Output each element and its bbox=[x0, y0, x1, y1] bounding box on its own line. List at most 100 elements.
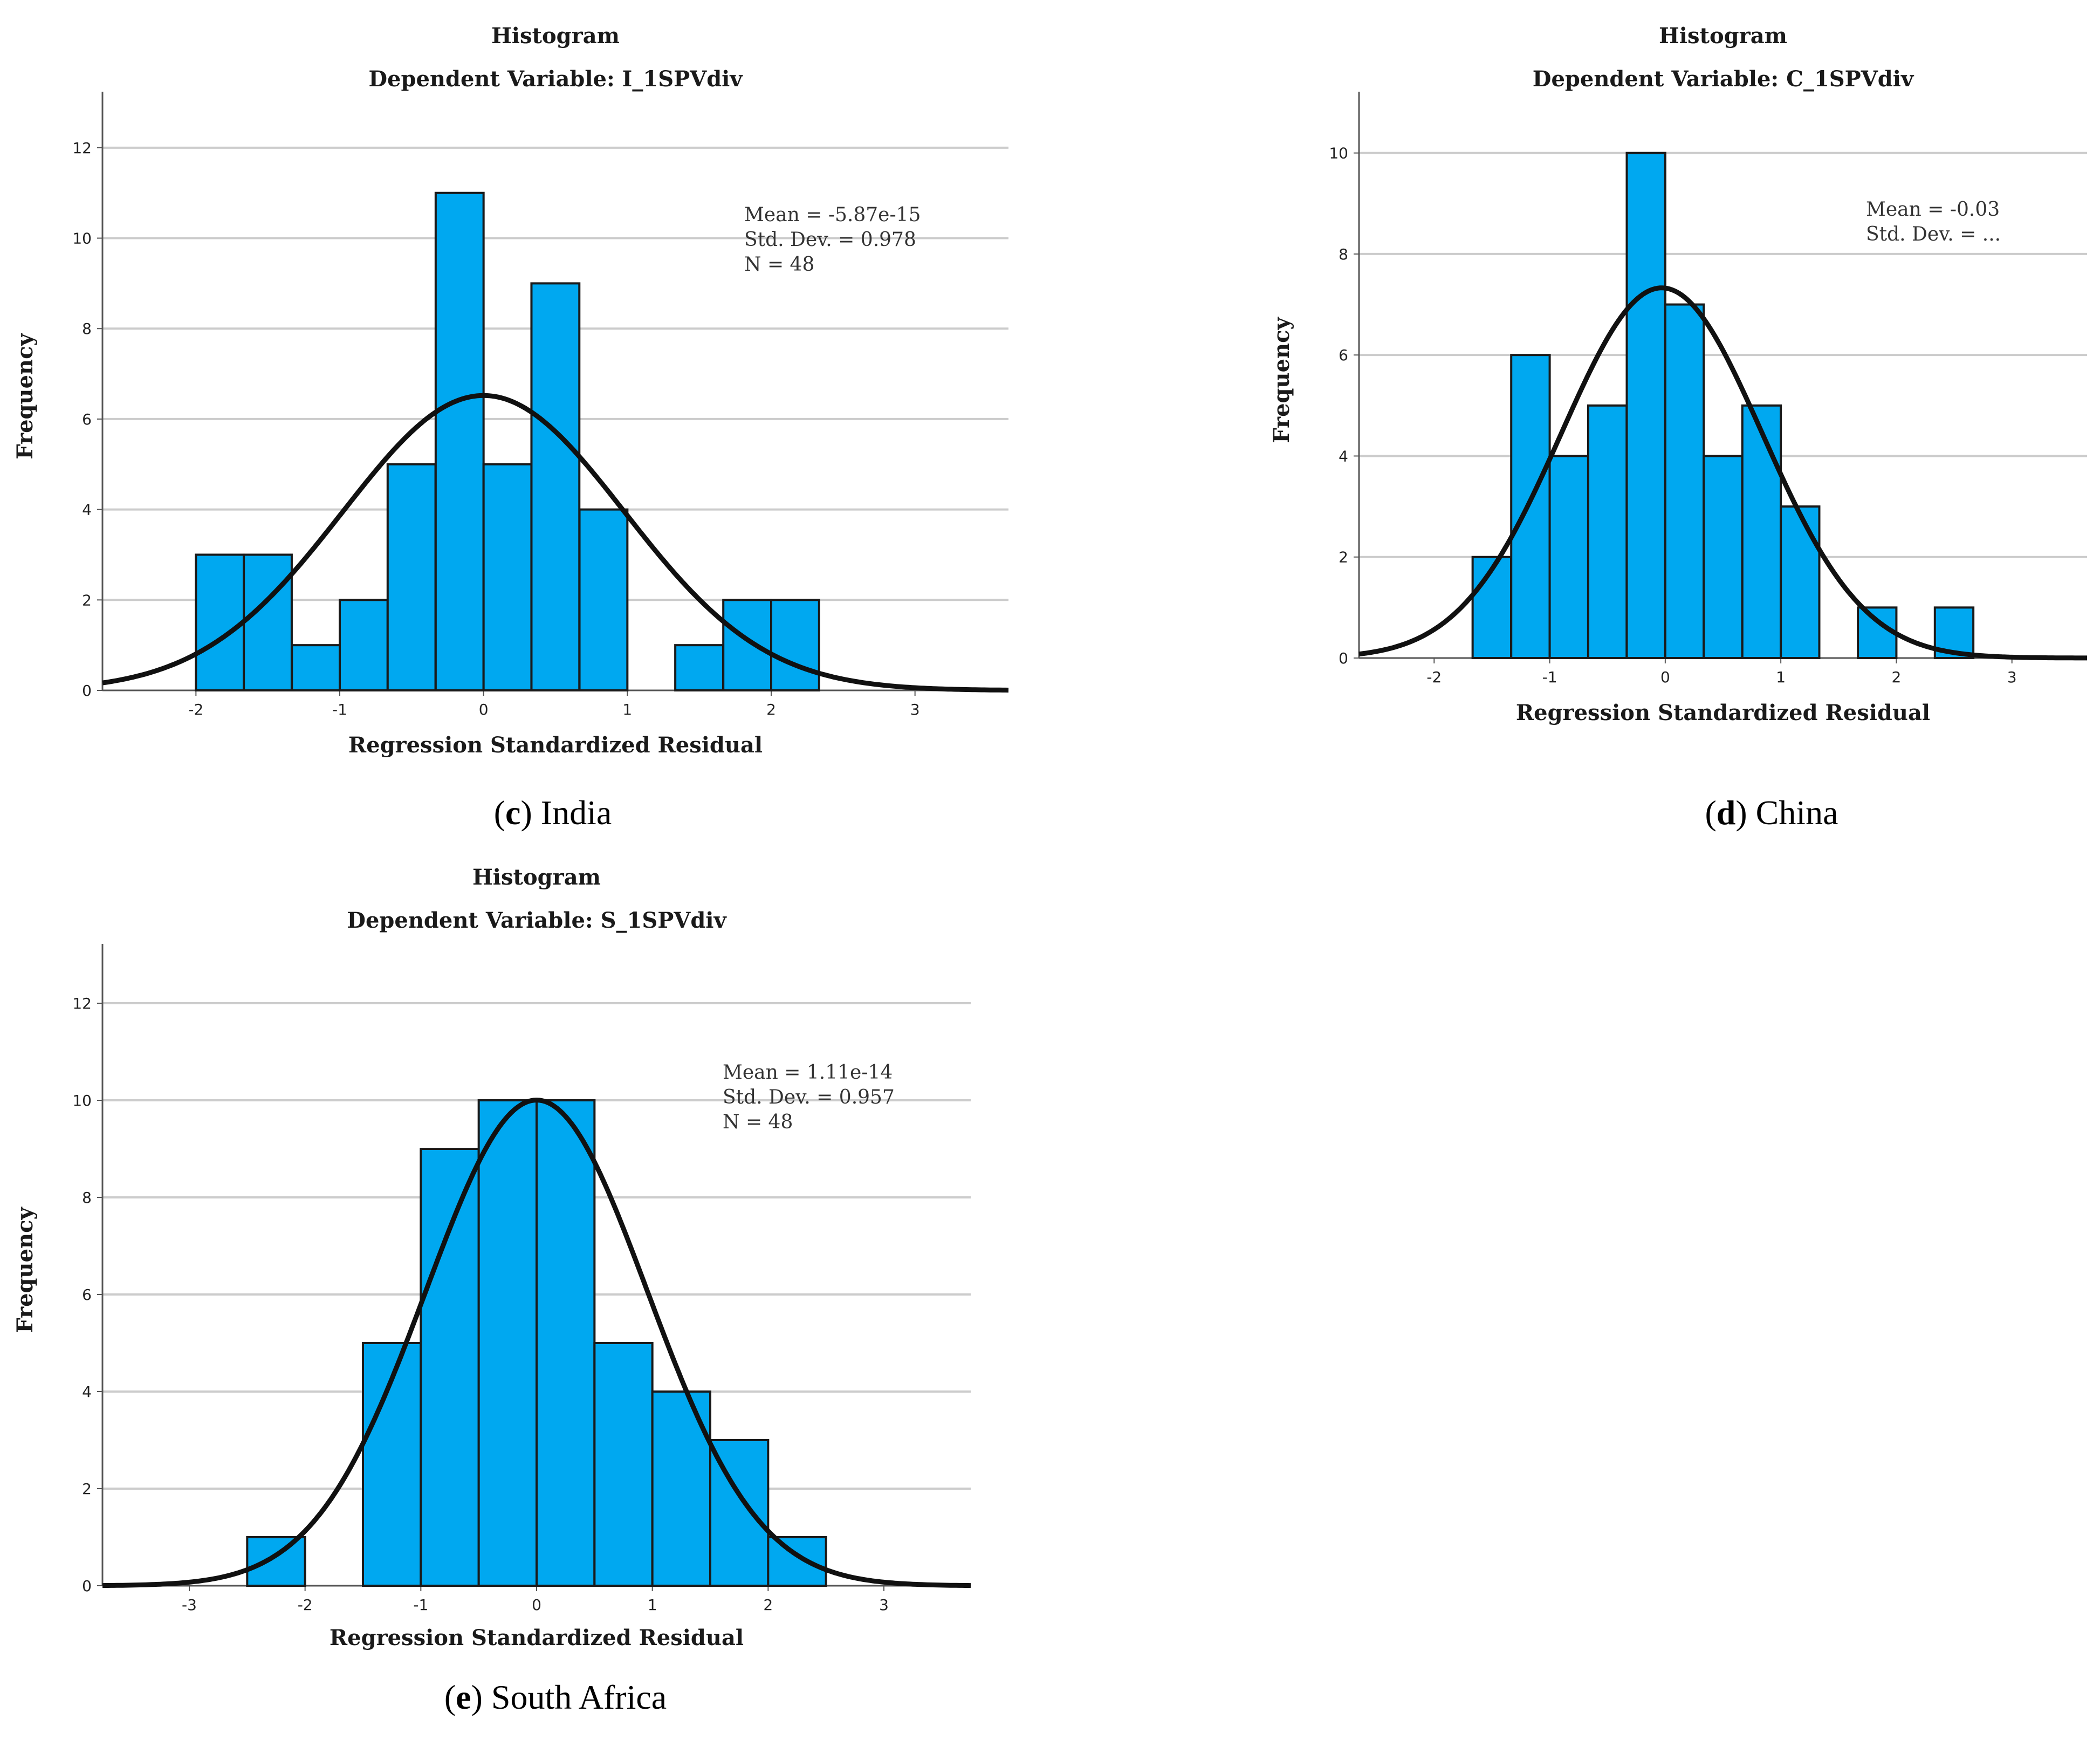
histogram-bar bbox=[1780, 505, 1821, 659]
y-axis-label: Frequency bbox=[12, 1207, 38, 1333]
x-tick-label: 2 bbox=[766, 701, 776, 718]
caption-letter: c bbox=[505, 793, 521, 832]
histogram-bar bbox=[1741, 404, 1782, 659]
normal-curve bbox=[1358, 285, 2087, 661]
y-tick-label: 2 bbox=[1339, 549, 1348, 566]
y-tick-label: 6 bbox=[1339, 346, 1348, 364]
histogram-bar bbox=[1664, 303, 1705, 659]
y-tick-label: 10 bbox=[1329, 145, 1348, 162]
x-tick-label: -2 bbox=[1426, 668, 1442, 686]
histogram-bar bbox=[477, 1099, 538, 1587]
caption-text: South Africa bbox=[482, 1678, 667, 1716]
caption-india: (c) India bbox=[493, 793, 612, 832]
x-tick-label: 0 bbox=[479, 701, 489, 718]
histogram-bar bbox=[593, 1342, 654, 1587]
caption-china: (d) China bbox=[1705, 793, 1838, 832]
stats-line: Std. Dev. = ... bbox=[1866, 223, 2001, 245]
y-tick-label: 8 bbox=[82, 320, 92, 338]
histogram-bar bbox=[767, 1536, 827, 1587]
y-tick-label: 12 bbox=[72, 139, 92, 157]
y-axis-label: Frequency bbox=[1269, 317, 1294, 443]
histogram-bar bbox=[770, 599, 820, 692]
histogram-bar bbox=[386, 463, 437, 691]
chart-title: Histogram bbox=[491, 23, 620, 49]
y-tick-label: 10 bbox=[72, 230, 92, 248]
stats-line: Mean = 1.11e-14 bbox=[723, 1061, 893, 1084]
histogram-bar bbox=[420, 1148, 480, 1587]
histogram-bar bbox=[246, 1536, 306, 1587]
histogram-china: Histogram Dependent Variable: C_1SPVdiv 0 2… bbox=[1269, 23, 2087, 725]
caption-text: China bbox=[1747, 793, 1838, 832]
x-tick-label: -3 bbox=[182, 1596, 197, 1614]
histogram-bar bbox=[1625, 152, 1666, 659]
x-tick-label: -1 bbox=[332, 701, 347, 718]
histogram-bar bbox=[722, 599, 772, 692]
x-tick-label: 2 bbox=[763, 1596, 773, 1614]
y-tick-label: 12 bbox=[72, 995, 92, 1012]
y-tick-label: 0 bbox=[82, 682, 92, 700]
x-tick-label: -1 bbox=[1542, 668, 1557, 686]
histogram-bar bbox=[530, 282, 581, 691]
histogram-bar bbox=[1471, 556, 1512, 660]
chart-subtitle: Dependent Variable: I_1SPVdiv bbox=[368, 66, 743, 92]
histogram-south-africa: Histogram Dependent Variable: S_1SPVdiv 0 2… bbox=[12, 865, 971, 1650]
histogram-bar bbox=[1703, 455, 1744, 659]
y-tick-label: 0 bbox=[82, 1577, 92, 1595]
chart-panel-south-africa: Histogram Dependent Variable: S_1SPVdiv 0 2… bbox=[0, 852, 1025, 1747]
normal-curve bbox=[102, 393, 1009, 693]
caption-text: India bbox=[532, 793, 612, 832]
histogram-bar bbox=[1510, 354, 1551, 659]
histogram-bar bbox=[482, 463, 533, 691]
y-tick-label: 8 bbox=[1339, 245, 1348, 263]
x-axis-label: Regression Standardized Residual bbox=[330, 1625, 744, 1650]
x-tick-label: -1 bbox=[413, 1596, 428, 1614]
caption-letter: d bbox=[1716, 793, 1736, 832]
y-axis-label: Frequency bbox=[12, 333, 38, 460]
histogram-bar bbox=[291, 644, 341, 691]
histogram-bar bbox=[1587, 404, 1628, 659]
histogram-bar bbox=[195, 553, 245, 692]
caption-letter: e bbox=[456, 1678, 471, 1716]
x-tick-label: -2 bbox=[188, 701, 203, 718]
y-tick-label: 10 bbox=[72, 1092, 92, 1109]
x-tick-label: 1 bbox=[648, 1596, 657, 1614]
chart-panel-china: Histogram Dependent Variable: C_1SPVdiv 0 2… bbox=[1257, 0, 2100, 841]
y-tick-label: 0 bbox=[1339, 649, 1348, 667]
caption-south-africa: (e) South Africa bbox=[444, 1678, 667, 1716]
histogram-bar bbox=[674, 644, 724, 691]
stats-line: N = 48 bbox=[744, 254, 814, 276]
y-tick-label: 4 bbox=[82, 501, 92, 519]
stats-line: Mean = -0.03 bbox=[1866, 198, 2000, 221]
chart-title: Histogram bbox=[472, 865, 601, 890]
histogram-bar bbox=[434, 191, 485, 691]
x-tick-label: 3 bbox=[910, 701, 920, 718]
y-tick-label: 6 bbox=[82, 1286, 92, 1304]
y-tick-label: 2 bbox=[82, 591, 92, 609]
chart-panel-india: Histogram Dependent Variable: I_1SPVdiv 0 2… bbox=[0, 0, 1025, 841]
x-axis-label: Regression Standardized Residual bbox=[348, 732, 763, 758]
x-tick-label: 3 bbox=[879, 1596, 889, 1614]
normal-curve bbox=[102, 1098, 971, 1588]
histogram-bar bbox=[243, 553, 293, 692]
chart-subtitle: Dependent Variable: S_1SPVdiv bbox=[347, 908, 727, 933]
y-tick-label: 6 bbox=[82, 410, 92, 428]
x-tick-label: 1 bbox=[622, 701, 632, 718]
chart-subtitle: Dependent Variable: C_1SPVdiv bbox=[1533, 66, 1914, 92]
x-tick-label: -2 bbox=[298, 1596, 313, 1614]
y-tick-label: 4 bbox=[1339, 447, 1348, 465]
x-tick-label: 3 bbox=[2007, 668, 2017, 686]
y-tick-label: 8 bbox=[82, 1189, 92, 1207]
stats-line: Std. Dev. = 0.978 bbox=[744, 229, 916, 251]
stats-line: N = 48 bbox=[723, 1111, 793, 1133]
x-tick-label: 0 bbox=[1660, 668, 1670, 686]
histogram-bar bbox=[578, 508, 629, 691]
x-tick-label: 0 bbox=[532, 1596, 541, 1614]
histogram-bar bbox=[1857, 606, 1898, 660]
x-axis-label: Regression Standardized Residual bbox=[1516, 700, 1930, 725]
y-tick-label: 2 bbox=[82, 1480, 92, 1498]
x-tick-label: 2 bbox=[1892, 668, 1902, 686]
histogram-bar bbox=[1548, 455, 1589, 659]
histogram-bar bbox=[339, 599, 389, 692]
chart-title: Histogram bbox=[1659, 23, 1787, 49]
histogram-india: Histogram Dependent Variable: I_1SPVdiv 0 2… bbox=[12, 23, 1009, 758]
